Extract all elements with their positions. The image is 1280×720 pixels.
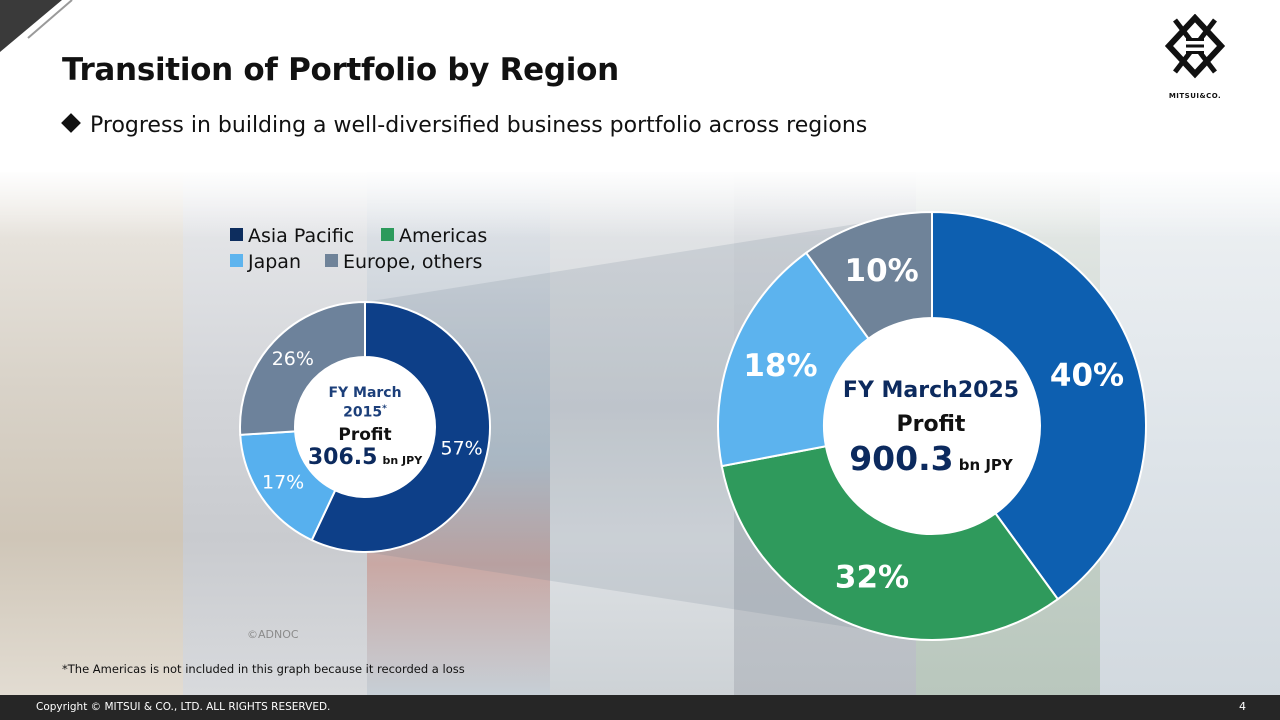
center-year-row: 2015*: [300, 401, 430, 421]
center-period: FY March2025: [842, 378, 1020, 403]
center-year: 2015: [343, 404, 383, 421]
footnote: *The Americas is not included in this gr…: [62, 662, 465, 676]
slice-label-europe-others: 26%: [272, 348, 314, 370]
mitsui-logo: MITSUI&CO.: [1150, 14, 1240, 100]
center-value: 900.3: [849, 439, 954, 478]
slice-label-asia-pacific: 40%: [1050, 358, 1124, 394]
center-value: 306.5: [307, 444, 378, 470]
center-metric: Profit: [896, 412, 966, 437]
subtitle-text: Progress in building a well-diversified …: [90, 113, 868, 138]
legend-swatch: [381, 228, 394, 241]
legend-label: Europe, others: [343, 251, 483, 273]
center-unit: bn JPY: [382, 453, 423, 467]
center-value-row: 306.5 bn JPY: [300, 444, 430, 473]
donut-fy2025-center: FY March2025 Profit 900.3 bn JPY: [826, 377, 1036, 483]
donut-hole: [824, 318, 1040, 534]
slide-subtitle: Progress in building a well-diversified …: [61, 113, 868, 138]
photo-salt: [550, 172, 734, 695]
slice-label-americas: 32%: [835, 560, 909, 596]
legend-item-asia-pacific: Asia Pacific: [230, 225, 354, 247]
slice-label-europe-others: 10%: [845, 253, 919, 289]
donut-fy2025: 40% 32% 18% 10%: [717, 210, 1147, 641]
slice-label-asia-pacific: 57%: [440, 438, 482, 460]
slide-title: Transition of Portfolio by Region: [62, 52, 619, 88]
legend-swatch: [230, 254, 243, 267]
photo-fade: [0, 168, 1280, 238]
donut-fy2015-center: FY March 2015* Profit 306.5 bn JPY: [300, 385, 430, 473]
legend-label: Asia Pacific: [248, 225, 355, 247]
donut-fy2015: 57% 17% 26%: [239, 300, 491, 553]
center-metric: Profit: [338, 424, 392, 445]
legend-swatch: [325, 254, 338, 267]
center-marker: *: [382, 404, 387, 414]
legend-swatch: [230, 228, 243, 241]
copyright-text: Copyright © MITSUI & CO., LTD. ALL RIGHT…: [36, 701, 331, 713]
legend-item-europe-others: Europe, others: [325, 251, 482, 273]
donut-hole: [295, 357, 435, 497]
photo-mining: [0, 172, 183, 695]
legend-item-japan: Japan: [230, 251, 301, 273]
page-number: 4: [1239, 700, 1246, 713]
legend-label: Japan: [248, 251, 301, 273]
center-unit: bn JPY: [958, 456, 1013, 474]
corner-decoration: [0, 0, 73, 52]
center-period: FY March: [328, 385, 402, 401]
logo-text: MITSUI&CO.: [1168, 92, 1222, 100]
center-value-row: 900.3 bn JPY: [826, 441, 1036, 483]
photo-credit: ©ADNOC: [247, 628, 299, 641]
slice-label-japan: 17%: [262, 472, 304, 494]
footer-bar: Copyright © MITSUI & CO., LTD. ALL RIGHT…: [0, 695, 1280, 720]
legend-label: Americas: [399, 225, 488, 247]
slice-label-japan: 18%: [743, 348, 817, 384]
legend-item-americas: Americas: [381, 225, 487, 247]
logo-mark-icon: [1165, 14, 1225, 79]
